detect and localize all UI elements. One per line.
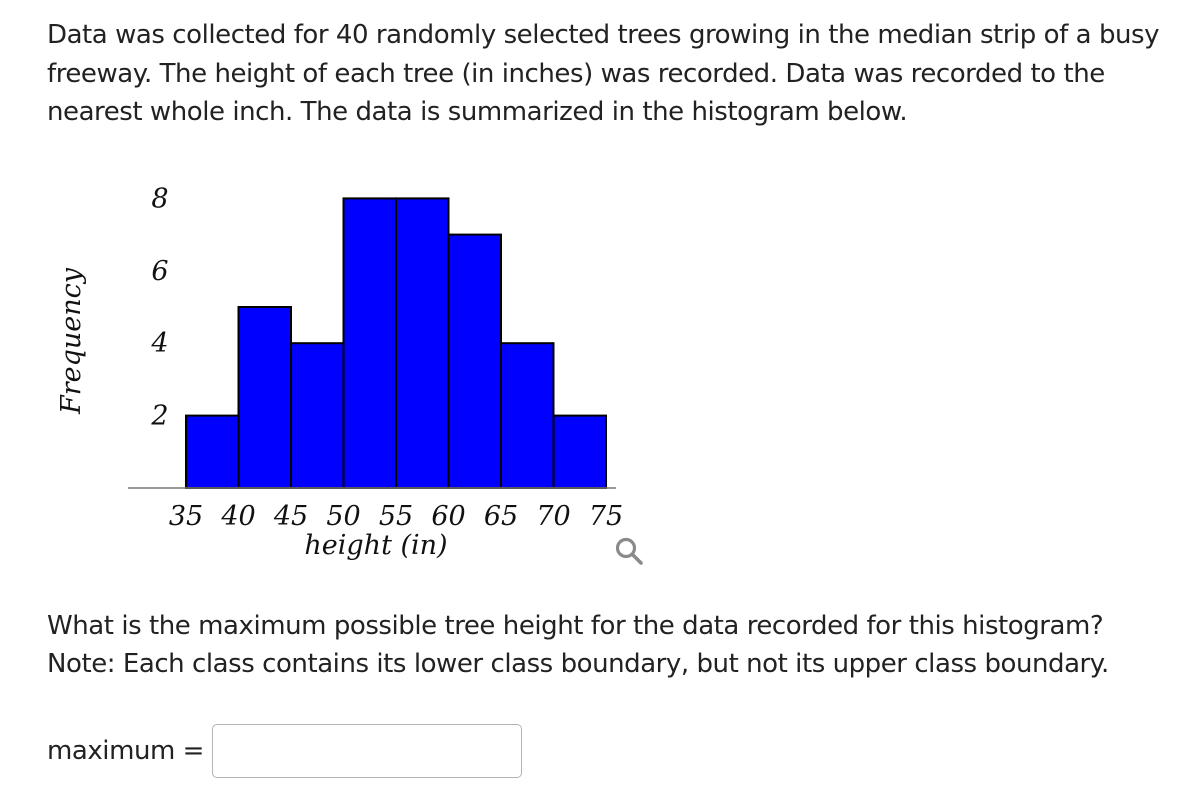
x-tick-label: 60 <box>431 501 465 532</box>
histogram-bar <box>290 342 345 490</box>
y-tick-label: 4 <box>150 328 168 359</box>
x-tick-labels: 35 40 45 50 55 60 65 70 75 <box>169 501 623 532</box>
x-tick-label: 40 <box>220 501 255 532</box>
histogram-bar <box>237 306 292 489</box>
histogram-bar <box>395 197 450 489</box>
x-tick-label: 75 <box>589 501 623 532</box>
x-tick-label: 45 <box>273 501 308 532</box>
maximum-answer-input[interactable] <box>212 724 523 778</box>
y-tick-label: 6 <box>151 256 168 287</box>
histogram-bar <box>552 414 607 490</box>
y-tick-label: 2 <box>150 401 168 432</box>
histogram-chart: 35 40 45 50 55 60 65 70 75 2 4 6 8 height (in) Freq… <box>56 183 623 561</box>
question-note-line: Note: Each class contains its lower clas… <box>47 649 1109 679</box>
x-tick-label: 55 <box>379 501 413 532</box>
y-tick-label: 8 <box>151 183 168 214</box>
question-prompt-line-1: What is the maximum possible tree height… <box>47 611 1104 641</box>
histogram-bar <box>342 197 397 489</box>
question-prompt: What is the maximum possible tree height… <box>47 607 1197 683</box>
histogram-bar <box>185 414 240 490</box>
y-axis-label: Frequency <box>56 267 87 415</box>
x-tick-label: 65 <box>484 501 518 532</box>
x-tick-label: 50 <box>326 501 360 532</box>
x-tick-label: 35 <box>169 501 203 532</box>
magnifier-icon[interactable] <box>612 534 646 568</box>
answer-row: maximum = <box>47 722 523 780</box>
histogram-bars <box>185 197 607 490</box>
y-tick-labels: 2 4 6 8 <box>150 183 168 431</box>
histogram-bar <box>500 342 555 490</box>
x-axis-label: height (in) <box>304 530 447 561</box>
answer-label: maximum = <box>47 736 205 766</box>
question-intro: Data was collected for 40 randomly selec… <box>47 20 1160 127</box>
histogram-bar <box>447 233 502 489</box>
x-tick-label: 70 <box>536 501 570 532</box>
